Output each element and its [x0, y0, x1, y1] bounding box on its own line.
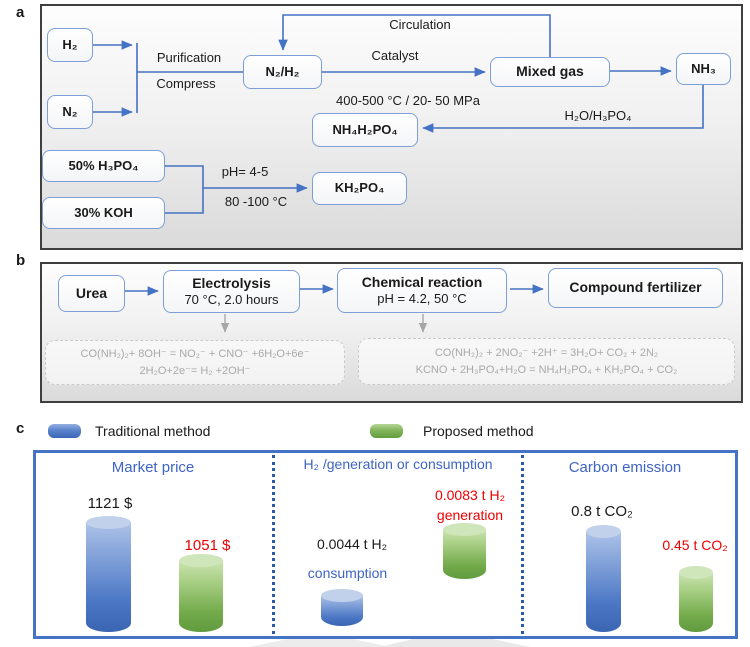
label-circulation: Circulation	[389, 17, 451, 32]
bar-traditional-h2	[321, 589, 363, 626]
equation-left-line2: 2H₂O+2e⁻= H₂ +2OH⁻	[139, 364, 251, 377]
bar-proposed-co2	[679, 566, 713, 632]
node-h2-label: H₂	[62, 36, 78, 52]
node-chemical-conditions: pH = 4.2, 50 °C	[377, 291, 467, 307]
value-traditional-co2: 0.8 t CO₂	[571, 503, 633, 520]
bar-traditional-price	[86, 516, 131, 632]
node-nh3-label: NH₃	[691, 60, 716, 76]
equation-box-electrolysis: CO(NH₂)₂+ 8OH⁻ = NO₂⁻ + CNO⁻ +6H₂O+6e⁻ 2…	[45, 340, 345, 385]
node-chemical-title: Chemical reaction	[361, 273, 483, 290]
label-conditions: 400-500 °C / 20- 50 MPa	[336, 93, 480, 108]
node-urea-label: Urea	[75, 284, 108, 301]
node-compound-label: Compound fertilizer	[569, 279, 702, 296]
node-electrolysis-title: Electrolysis	[192, 274, 271, 291]
value-traditional-h2: 0.0044 t H₂	[316, 536, 388, 552]
value-proposed-h2: 0.0083 t H₂	[434, 487, 506, 503]
node-compound-fertilizer: Compound fertilizer	[548, 268, 723, 308]
node-nh3: NH₃	[676, 53, 731, 85]
panel-c-divider-1	[272, 455, 275, 634]
panel-a-label: a	[16, 4, 25, 21]
equation-left-line1: CO(NH₂)₂+ 8OH⁻ = NO₂⁻ + CNO⁻ +6H₂O+6e⁻	[80, 348, 310, 360]
node-mixed-gas: Mixed gas	[490, 57, 610, 87]
label-catalyst: Catalyst	[371, 48, 419, 63]
value-traditional-price: 1121 $	[87, 495, 133, 512]
node-koh: 30% KOH	[42, 197, 165, 229]
node-n2-label: N₂	[62, 103, 78, 119]
equation-right-line1: CO(NH₂)₂ + 2NO₂⁻ +2H⁺ = 3H₂O+ CO₂ + 2N₂	[434, 347, 659, 359]
value-proposed-price: 1051 $	[184, 537, 231, 554]
label-h2o-h3po4: H₂O/H₃PO₄	[564, 108, 632, 123]
label-ph: pH= 4-5	[221, 164, 269, 179]
section-title-carbon: Carbon emission	[568, 459, 682, 476]
node-electrolysis: Electrolysis 70 °C, 2.0 hours	[163, 270, 300, 313]
node-nh4h2po4: NH₄H₂PO₄	[312, 113, 418, 147]
bar-traditional-co2	[586, 525, 621, 632]
equation-right-line2: KCNO + 2H₃PO₄+H₂O = NH₄H₂PO₄ + KH₂PO₄ + …	[415, 363, 678, 376]
section-title-h2: H₂ /generation or consumption	[303, 456, 493, 472]
node-n2: N₂	[47, 95, 93, 129]
legend-swatch-traditional	[48, 424, 81, 438]
node-mixed-gas-label: Mixed gas	[516, 63, 584, 80]
legend-label-proposed: Proposed method	[423, 423, 534, 439]
node-chemical-reaction: Chemical reaction pH = 4.2, 50 °C	[337, 268, 507, 313]
panel-b-label: b	[16, 252, 26, 269]
node-urea: Urea	[58, 275, 125, 312]
bar-proposed-h2	[443, 523, 486, 579]
node-electrolysis-conditions: 70 °C, 2.0 hours	[184, 292, 279, 308]
node-kh2po4-label: KH₂PO₄	[334, 180, 385, 196]
legend-label-traditional: Traditional method	[95, 423, 211, 439]
node-h3po4: 50% H₃PO₄	[42, 150, 165, 182]
node-h3po4-label: 50% H₃PO₄	[68, 157, 139, 173]
label-temp: 80 -100 °C	[224, 194, 288, 209]
label-compress: Compress	[156, 76, 216, 91]
note-proposed-h2: generation	[436, 507, 504, 523]
label-purification: Purification	[156, 50, 222, 65]
value-proposed-co2: 0.45 t CO₂	[662, 537, 728, 553]
panel-c-label: c	[16, 420, 25, 437]
node-kh2po4: KH₂PO₄	[312, 172, 407, 205]
panel-c-divider-2	[521, 455, 524, 634]
bar-proposed-price	[179, 554, 223, 632]
node-koh-label: 30% KOH	[74, 204, 133, 220]
node-h2: H₂	[47, 28, 93, 62]
node-nh4h2po4-label: NH₄H₂PO₄	[332, 121, 398, 137]
equation-box-reaction: CO(NH₂)₂ + 2NO₂⁻ +2H⁺ = 3H₂O+ CO₂ + 2N₂ …	[358, 338, 735, 385]
legend-swatch-proposed	[370, 424, 403, 438]
node-n2h2: N₂/H₂	[243, 55, 322, 89]
node-n2h2-label: N₂/H₂	[265, 63, 300, 79]
note-traditional-h2: consumption	[307, 565, 388, 581]
section-title-market-price: Market price	[111, 459, 195, 476]
